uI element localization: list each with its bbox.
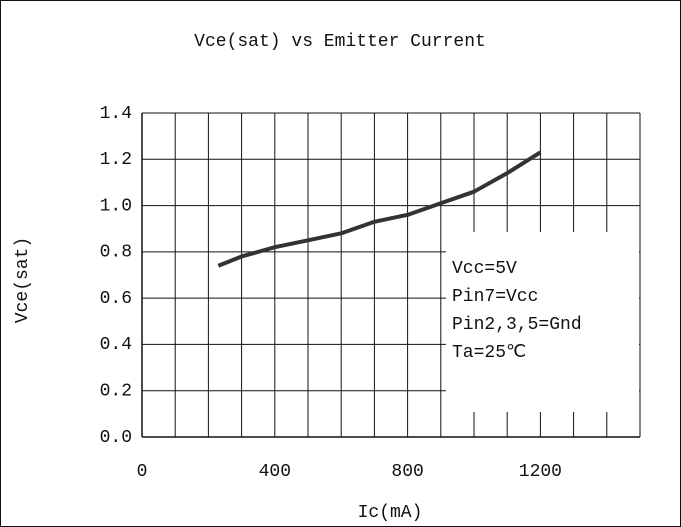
y-tick-label: 0.6 xyxy=(100,289,132,309)
annotation: Ta=25℃ xyxy=(452,343,526,363)
y-tick-label: 1.4 xyxy=(100,104,132,124)
y-tick-label: 1.2 xyxy=(100,150,132,170)
x-axis-label: Ic(mA) xyxy=(358,503,423,523)
annotation-box xyxy=(446,232,639,412)
data-line xyxy=(217,150,542,268)
y-tick-label: 1.0 xyxy=(100,196,132,216)
x-tick-label: 400 xyxy=(259,462,291,482)
x-tick-label: 1200 xyxy=(519,462,562,482)
annotation: Pin7=Vcc xyxy=(452,287,538,307)
annotation: Vcc=5V xyxy=(452,259,517,279)
chart-title: Vce(sat) vs Emitter Current xyxy=(194,32,486,52)
annotation: Pin2,3,5=Gnd xyxy=(452,315,582,335)
y-tick-label: 0.2 xyxy=(100,381,132,401)
y-tick-label: 0.0 xyxy=(100,428,132,448)
y-tick-label: 0.4 xyxy=(100,335,132,355)
y-axis-label: Vce(sat) xyxy=(13,237,33,323)
x-tick-label: 800 xyxy=(391,462,423,482)
y-tick-label: 0.8 xyxy=(100,243,132,263)
x-tick-label: 0 xyxy=(137,462,148,482)
